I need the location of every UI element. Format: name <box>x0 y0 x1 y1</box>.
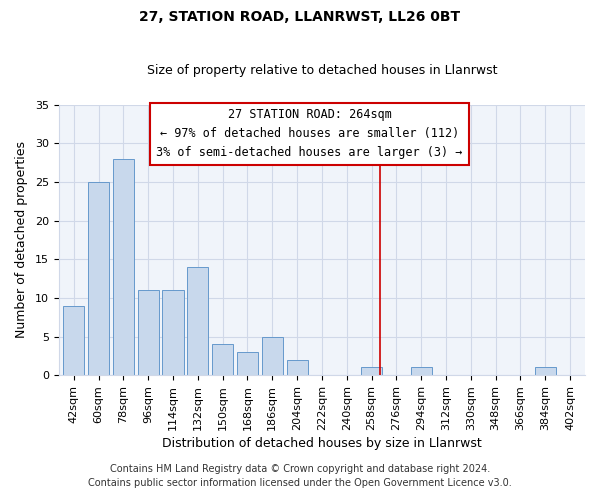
Bar <box>63 306 84 375</box>
Text: 27 STATION ROAD: 264sqm
← 97% of detached houses are smaller (112)
3% of semi-de: 27 STATION ROAD: 264sqm ← 97% of detache… <box>156 108 463 160</box>
Title: Size of property relative to detached houses in Llanrwst: Size of property relative to detached ho… <box>146 64 497 77</box>
Bar <box>113 158 134 375</box>
Bar <box>361 368 382 375</box>
Text: 27, STATION ROAD, LLANRWST, LL26 0BT: 27, STATION ROAD, LLANRWST, LL26 0BT <box>139 10 461 24</box>
Bar <box>88 182 109 375</box>
Bar <box>287 360 308 375</box>
Bar <box>187 267 208 375</box>
Bar <box>262 336 283 375</box>
Bar <box>163 290 184 375</box>
Text: Contains HM Land Registry data © Crown copyright and database right 2024.
Contai: Contains HM Land Registry data © Crown c… <box>88 464 512 487</box>
Bar <box>237 352 258 375</box>
Y-axis label: Number of detached properties: Number of detached properties <box>15 142 28 338</box>
Bar <box>137 290 158 375</box>
X-axis label: Distribution of detached houses by size in Llanrwst: Distribution of detached houses by size … <box>162 437 482 450</box>
Bar <box>212 344 233 375</box>
Bar <box>410 368 432 375</box>
Bar <box>535 368 556 375</box>
